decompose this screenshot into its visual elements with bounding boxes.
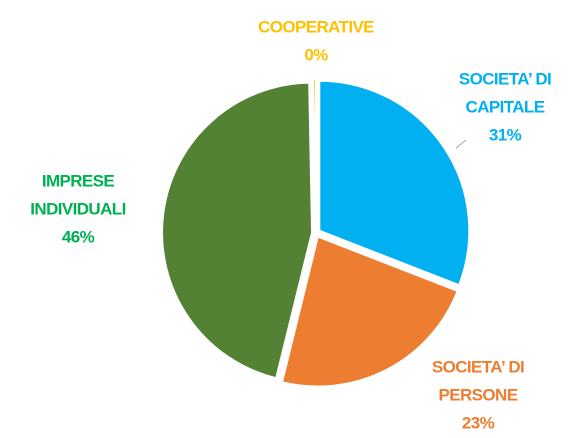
value-label: 23%	[462, 413, 495, 432]
value-label: 46%	[62, 227, 95, 246]
slice-label: SOCIETA’ DI	[432, 357, 524, 376]
pie-slice	[161, 81, 314, 380]
slice-label: INDIVIDUALI	[30, 199, 125, 218]
pie-slice	[318, 79, 471, 287]
slice-label: COOPERATIVE	[258, 17, 374, 36]
value-label: 31%	[489, 125, 522, 144]
pie-slice	[312, 78, 317, 230]
value-label: 0%	[304, 45, 328, 64]
slice-label: SOCIETA’ DI	[459, 69, 551, 88]
slice-label: CAPITALE	[466, 97, 545, 116]
slice-label: PERSONE	[439, 385, 518, 404]
pie-slice	[280, 235, 459, 388]
slice-label: IMPRESE	[42, 171, 115, 190]
leader-line	[455, 139, 467, 149]
